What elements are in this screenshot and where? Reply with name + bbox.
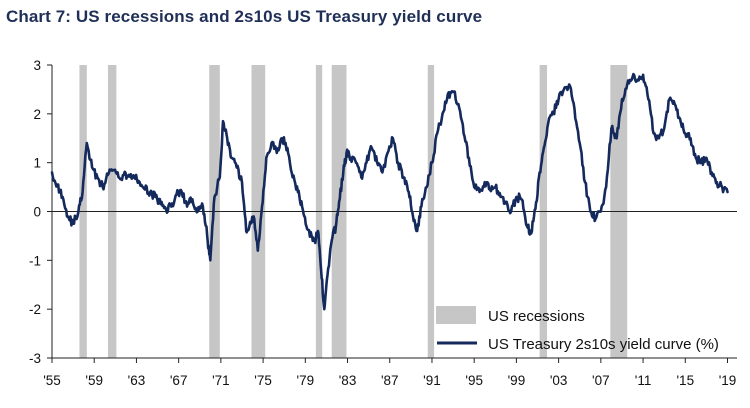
series-layer	[50, 72, 729, 311]
x-tick-label: '79	[297, 373, 315, 388]
x-tick-label: '55	[43, 373, 61, 388]
y-tick-label: 0	[33, 205, 41, 220]
x-tick-label: '07	[592, 373, 610, 388]
x-tick-label: '87	[381, 373, 399, 388]
legend-swatch-recessions	[436, 306, 476, 324]
x-tick-label: '99	[508, 373, 526, 388]
legend-label-yield-curve: US Treasury 2s10s yield curve (%)	[488, 336, 719, 353]
chart-title: Chart 7: US recessions and 2s10s US Trea…	[6, 7, 483, 26]
series-line-yield-curve	[50, 72, 729, 311]
x-tick-label: '71	[212, 373, 230, 388]
x-tick-label: '15	[676, 373, 694, 388]
x-tick-label: '95	[465, 373, 483, 388]
x-tick-label: '59	[85, 373, 103, 388]
x-tick-label: '63	[128, 373, 146, 388]
y-tick-label: -2	[29, 302, 41, 317]
x-tick-label: '75	[254, 373, 272, 388]
x-tick-label: '83	[339, 373, 357, 388]
axes: -3 -2 -1 0 1 2 3 '55 '59 '63 '67 '71 '75 '79 '83 '87 '91…	[29, 58, 737, 388]
y-tick-label: -1	[29, 253, 41, 268]
legend-label-recessions: US recessions	[488, 308, 585, 325]
y-tick-label: 3	[33, 58, 41, 73]
y-tick-label: 1	[33, 156, 41, 171]
x-tick-label: '11	[635, 373, 652, 388]
y-tick-label: -3	[29, 351, 41, 366]
legend: US recessions US Treasury 2s10s yield cu…	[436, 306, 719, 353]
y-tick-label: 2	[33, 107, 41, 122]
x-tick-label: '91	[423, 373, 441, 388]
x-tick-label: '67	[170, 373, 188, 388]
x-tick-label: '19	[719, 373, 737, 388]
x-tick-label: '03	[550, 373, 568, 388]
